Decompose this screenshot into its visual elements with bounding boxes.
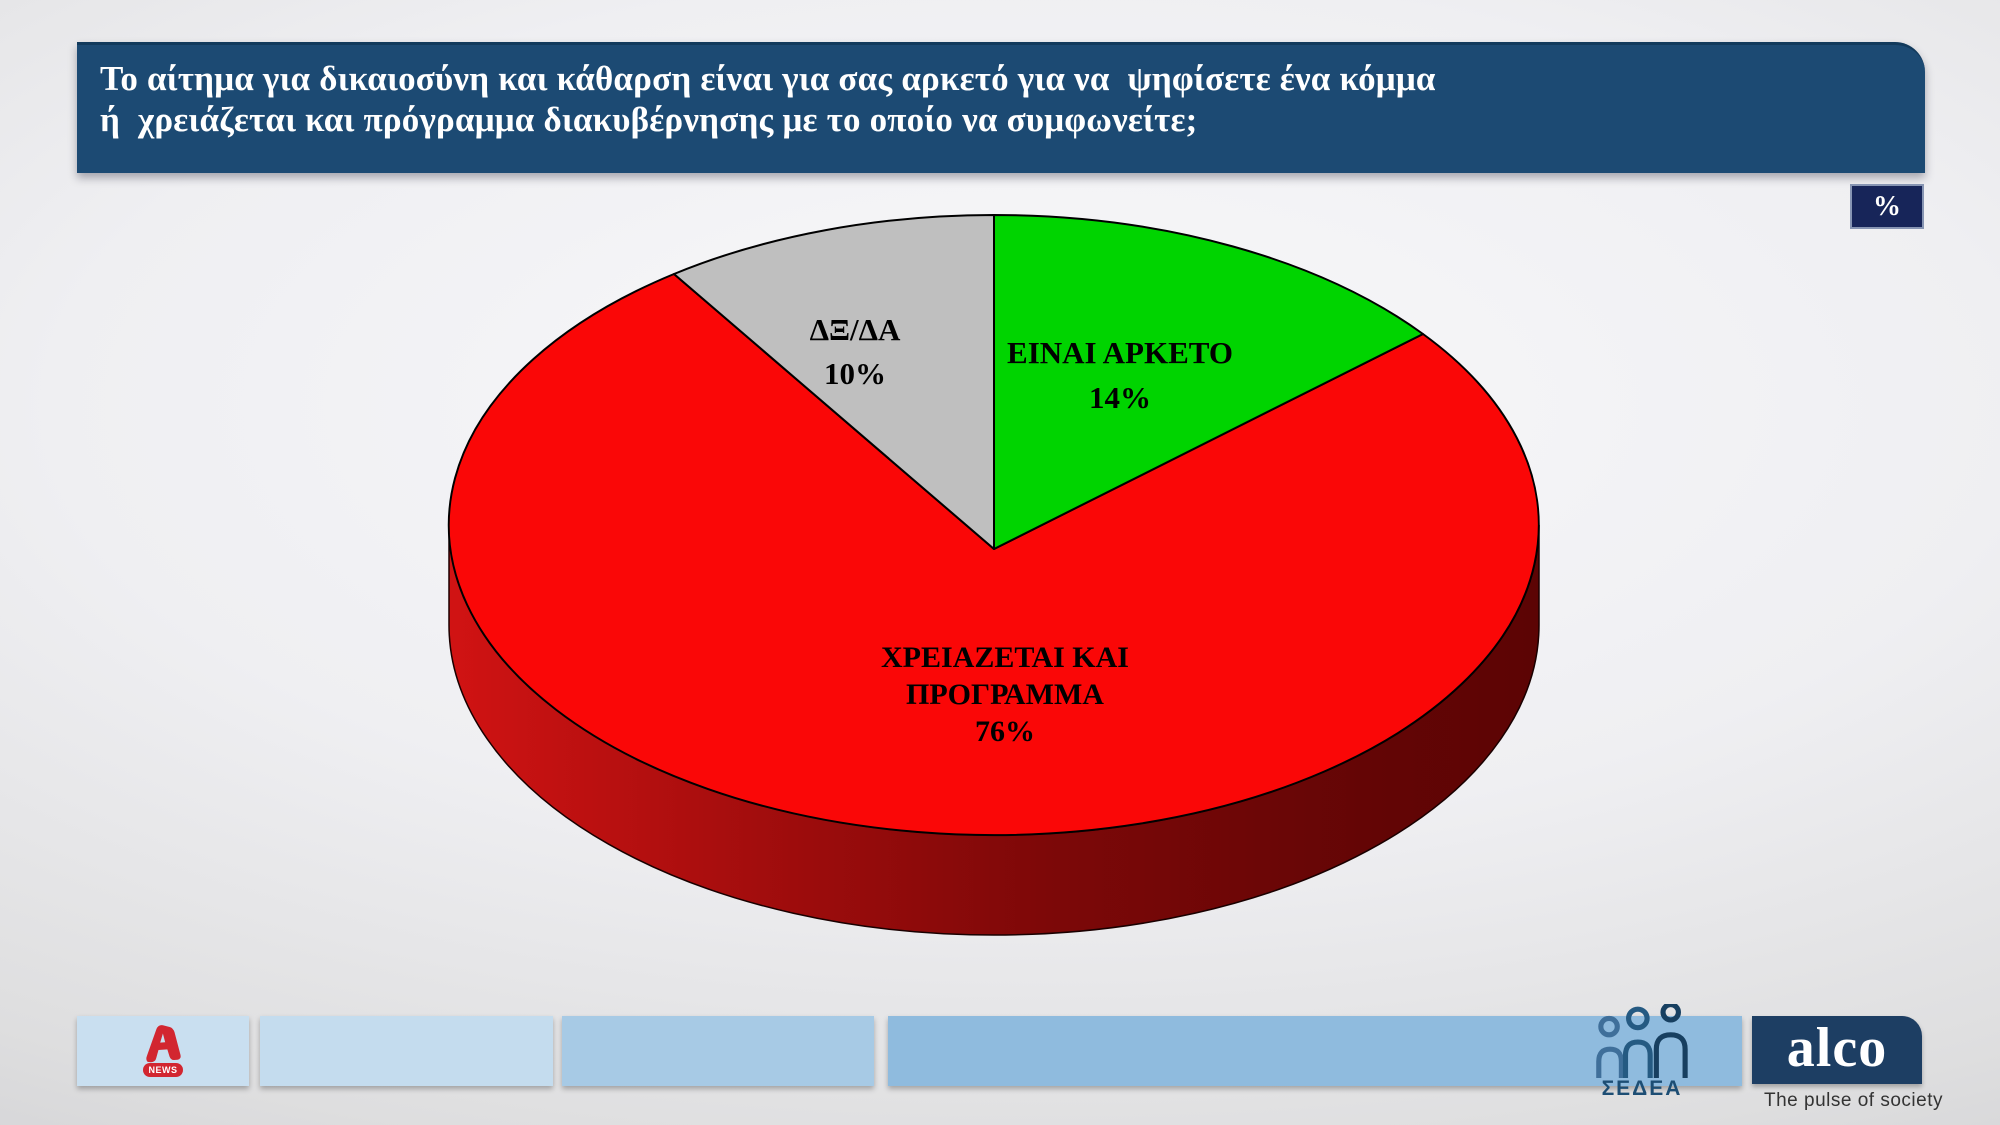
pie-slice-red-76 [447, 273, 1540, 837]
pie-slice-green-14 [993, 214, 1424, 550]
alpha-a-icon [146, 1025, 181, 1063]
sedea-people-icon [1596, 1004, 1688, 1078]
alco-logo-box: alco [1752, 1016, 1922, 1084]
red-slice-name-line2: ΠΡΟΓΡΑΜΜΑ [906, 678, 1104, 711]
label-gray-slice: ΔΞ/ΔΑ 10% [705, 308, 1005, 396]
question-line-1: Το αίτημα για δικαιοσύνη και κάθαρση είν… [100, 59, 1436, 98]
sedea-wordmark: ΣΕΔΕΑ [1601, 1077, 1683, 1100]
label-red-slice: ΧΡΕΙΑΖΕΤΑΙ ΚΑΙ ΠΡΟΓΡΑΜΜΑ 76% [805, 639, 1205, 750]
green-slice-name: ΕΙΝΑΙ ΑΡΚΕΤΟ [1007, 335, 1233, 370]
pie-slice-gray-10 [673, 214, 995, 550]
red-slice-pct: 76% [975, 715, 1035, 748]
question-title-bar: Το αίτημα για δικαιοσύνη και κάθαρση είν… [77, 42, 1925, 173]
alco-tagline: The pulse of society [1764, 1090, 1943, 1111]
question-line-2: ή χρειάζεται και πρόγραμμα διακυβέρνησης… [100, 100, 1198, 139]
alco-wordmark: alco [1786, 1017, 1888, 1079]
percent-unit-label: % [1873, 190, 1901, 222]
red-slice-name-line1: ΧΡΕΙΑΖΕΤΑΙ ΚΑΙ [881, 641, 1129, 674]
green-slice-pct: 14% [1089, 380, 1151, 415]
footer-box-alpha: NEWS [77, 1016, 249, 1086]
gray-slice-pct: 10% [824, 356, 886, 391]
label-green-slice: ΕΙΝΑΙ ΑΡΚΕΤΟ 14% [930, 330, 1310, 420]
gray-slice-name: ΔΞ/ΔΑ [809, 312, 901, 347]
alpha-news-logo: NEWS [143, 1023, 183, 1083]
percent-unit-badge: % [1850, 184, 1924, 229]
footer-box-2 [260, 1016, 553, 1086]
footer-box-3 [562, 1016, 874, 1086]
alpha-news-badge: NEWS [143, 1063, 183, 1077]
